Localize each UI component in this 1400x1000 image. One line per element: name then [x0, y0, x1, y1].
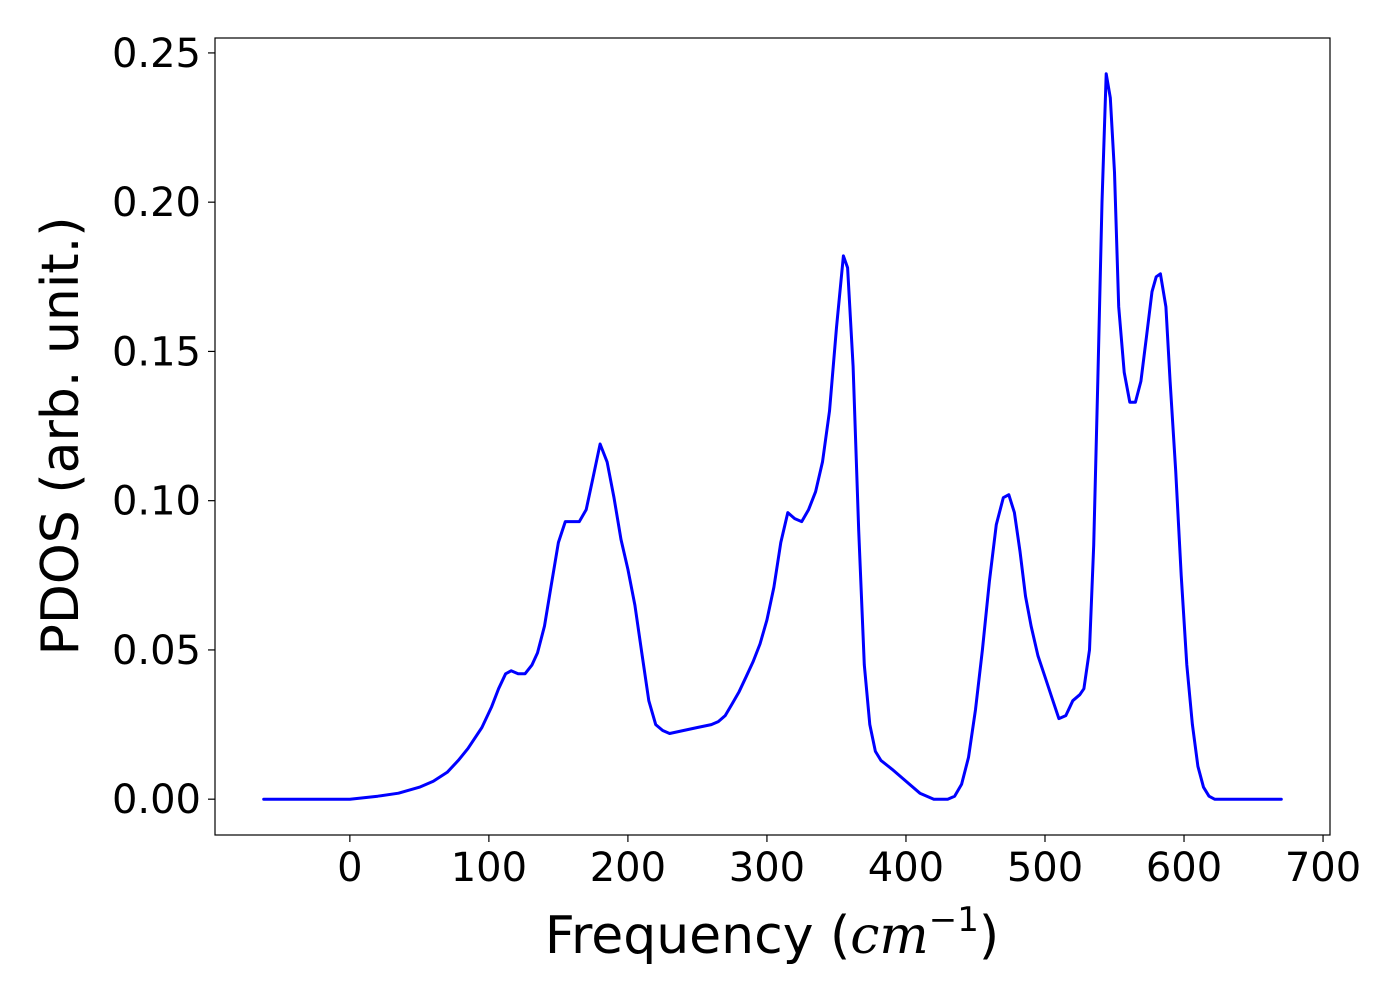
y-tick-label: 0.00 [112, 777, 201, 823]
y-tick-label: 0.25 [112, 31, 201, 77]
x-axis-ticks: 0 100 200 300 400 500 600 700 [337, 835, 1361, 891]
x-tick-label: 0 [337, 845, 362, 891]
x-tick-label: 200 [590, 845, 666, 891]
x-tick-label: 500 [1007, 845, 1083, 891]
x-tick-label: 700 [1285, 845, 1361, 891]
y-axis-label: PDOS (arb. unit.) [31, 216, 91, 655]
y-tick-label: 0.05 [112, 628, 201, 674]
x-tick-label: 600 [1146, 845, 1222, 891]
y-tick-label: 0.15 [112, 329, 201, 375]
x-axis-label: Frequency (cm−1) [545, 900, 999, 966]
x-tick-label: 300 [729, 845, 805, 891]
plot-frame [214, 37, 1331, 836]
y-tick-label: 0.10 [112, 479, 201, 525]
pdos-series-line [262, 72, 1283, 801]
x-tick-label: 100 [451, 845, 527, 891]
y-axis-ticks: 0.00 0.05 0.10 0.15 0.20 0.25 [112, 31, 215, 823]
y-tick-label: 0.20 [112, 180, 201, 226]
x-tick-label: 400 [868, 845, 944, 891]
